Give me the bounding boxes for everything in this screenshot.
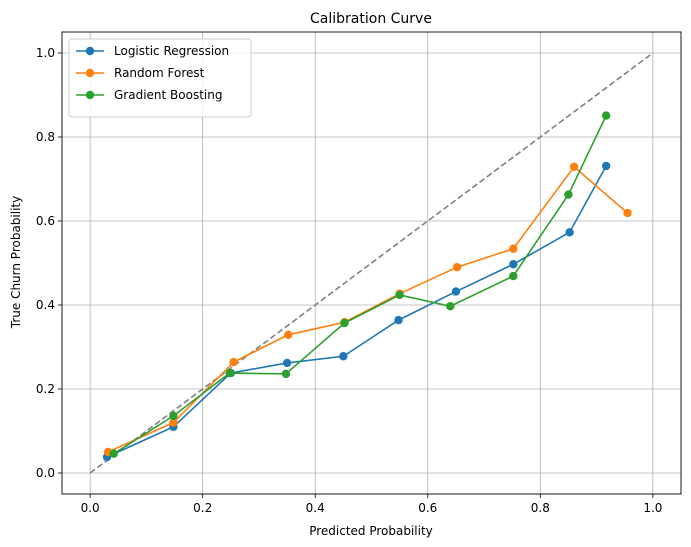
x-tick-label: 0.2: [193, 501, 212, 515]
data-point: [282, 358, 292, 368]
legend-label: Random Forest: [114, 66, 205, 80]
chart-title: Calibration Curve: [310, 11, 432, 27]
y-axis-title: True Churn Probability: [9, 196, 23, 329]
data-point: [509, 244, 518, 253]
plot-frame: [61, 31, 682, 495]
data-point: [564, 190, 573, 199]
x-tick-label: 0.8: [531, 501, 550, 515]
legend-marker: [85, 90, 95, 100]
legend-box: [68, 38, 252, 118]
data-point: [451, 287, 461, 296]
data-point: [509, 260, 518, 269]
data-point: [565, 228, 574, 237]
legend-label: Gradient Boosting: [114, 88, 222, 102]
data-point: [169, 418, 178, 427]
reference-diagonal-line: [89, 52, 654, 474]
legend-marker: [85, 68, 95, 78]
data-point: [601, 161, 611, 171]
series-random-forest: [103, 162, 632, 457]
y-tick-label: 0.6: [36, 214, 55, 228]
data-point: [569, 162, 579, 172]
y-axis-ticks: 0.0 0.2 0.4 0.6 0.8 1.0: [36, 46, 62, 480]
data-point: [339, 352, 348, 361]
y-tick-label: 0.8: [36, 130, 55, 144]
data-point: [509, 271, 518, 281]
y-tick-label: 1.0: [36, 46, 55, 60]
y-tick-label: 0.4: [36, 298, 55, 312]
y-tick-label: 0.2: [36, 382, 55, 396]
data-point: [623, 208, 632, 218]
series-line: [106, 165, 607, 458]
x-tick-label: 0.6: [418, 501, 437, 515]
x-axis-ticks: 0.0 0.2 0.4 0.6 0.8 1.0: [81, 494, 662, 515]
legend-label: Logistic Regression: [114, 44, 229, 58]
y-tick-label: 0.0: [36, 466, 55, 480]
data-point: [284, 330, 293, 340]
data-point: [446, 302, 455, 311]
x-tick-label: 1.0: [643, 501, 662, 515]
data-point: [340, 318, 349, 328]
data-point: [229, 357, 238, 367]
legend-marker: [85, 46, 95, 56]
data-point: [395, 290, 404, 300]
data-point: [169, 411, 178, 421]
series-line: [107, 165, 629, 453]
x-axis-title: Predicted Probability: [309, 524, 433, 538]
x-tick-label: 0.0: [81, 501, 100, 515]
legend: Logistic Regression Random Forest Gradient…: [68, 38, 252, 118]
data-point: [394, 315, 403, 325]
data-point: [109, 449, 118, 458]
data-point: [281, 369, 291, 379]
series-line: [113, 115, 607, 455]
x-tick-label: 0.4: [306, 501, 325, 515]
series-gradient-boosting: [109, 111, 611, 458]
data-point: [452, 263, 462, 272]
data-point: [225, 368, 234, 378]
data-point: [601, 111, 611, 120]
series-layer: [102, 111, 632, 462]
